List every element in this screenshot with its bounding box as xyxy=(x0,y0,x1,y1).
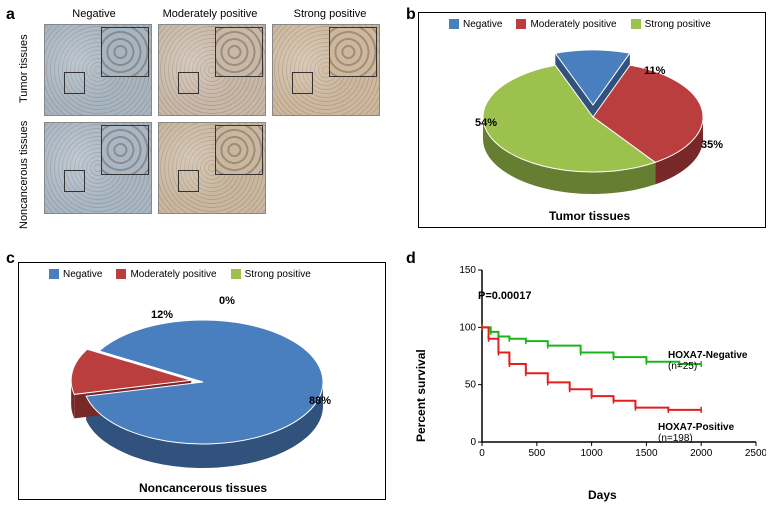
panel-c-label: c xyxy=(6,250,15,268)
panel-c-frame: Negative Moderately positive Strong positi… xyxy=(18,262,386,500)
svg-text:0: 0 xyxy=(470,437,476,448)
svg-text:1500: 1500 xyxy=(635,448,658,459)
micrograph xyxy=(44,24,152,116)
legend-item: Negative xyxy=(449,19,502,30)
panel-c-legend: Negative Moderately positive Strong positi… xyxy=(49,269,311,280)
km-n-pos: (n=198) xyxy=(658,433,693,444)
svg-text:0: 0 xyxy=(479,448,485,459)
panel-b-legend: Negative Moderately positive Strong positi… xyxy=(449,19,711,30)
panel-b-label: b xyxy=(406,6,416,24)
panel-d-xtitle: Days xyxy=(588,488,617,502)
km-n-neg: (n=25) xyxy=(668,361,697,372)
km-name-neg: HOXA7-Negative xyxy=(668,350,747,361)
svg-text:2000: 2000 xyxy=(690,448,713,459)
panel-d-ytitle: Percent survival xyxy=(414,322,428,442)
legend-item: Moderately positive xyxy=(516,19,616,30)
panel-b-frame: Negative Moderately positive Strong positi… xyxy=(418,12,766,228)
panel-c-pie xyxy=(19,287,387,477)
legend-item: Moderately positive xyxy=(116,269,216,280)
panel-d-label: d xyxy=(406,250,416,268)
pie-b-pct-str: 54% xyxy=(475,117,497,129)
row-label-tumor: Tumor tissues xyxy=(18,26,30,112)
panel-d-area: Percent survival 05010015005001000150020… xyxy=(418,262,766,500)
svg-text:150: 150 xyxy=(459,265,476,276)
col-header-strong: Strong positive xyxy=(280,8,380,20)
pie-b-pct-mod: 35% xyxy=(701,139,723,151)
km-name-pos: HOXA7-Positive xyxy=(658,422,734,433)
svg-text:100: 100 xyxy=(459,322,476,333)
svg-text:50: 50 xyxy=(465,380,477,391)
pie-b-pct-neg: 11% xyxy=(644,65,665,77)
micrograph xyxy=(272,24,380,116)
col-header-mod: Moderately positive xyxy=(150,8,270,20)
panel-a-label: a xyxy=(6,6,15,24)
svg-text:1000: 1000 xyxy=(580,448,603,459)
legend-item: Negative xyxy=(49,269,102,280)
km-label-neg: HOXA7-Negative (n=25) xyxy=(668,350,747,372)
panel-b-title: Tumor tissues xyxy=(549,209,630,223)
pie-c-pct-mod: 12% xyxy=(151,309,173,321)
micrograph xyxy=(44,122,152,214)
svg-text:500: 500 xyxy=(528,448,545,459)
micrograph xyxy=(158,24,266,116)
row-label-noncancer: Noncancerous tissues xyxy=(18,120,30,230)
svg-text:2500: 2500 xyxy=(745,448,766,459)
col-header-neg: Negative xyxy=(44,8,144,20)
legend-item: Strong positive xyxy=(631,19,711,30)
panel-d-pvalue: P=0.00017 xyxy=(478,290,532,302)
micrograph xyxy=(158,122,266,214)
pie-c-pct-neg: 88% xyxy=(309,395,331,407)
panel-c-title: Noncancerous tissues xyxy=(139,481,267,495)
panel-b-pie xyxy=(419,37,767,207)
legend-item: Strong positive xyxy=(231,269,311,280)
pie-c-pct-str: 0% xyxy=(219,295,235,307)
km-label-pos: HOXA7-Positive (n=198) xyxy=(658,422,734,444)
